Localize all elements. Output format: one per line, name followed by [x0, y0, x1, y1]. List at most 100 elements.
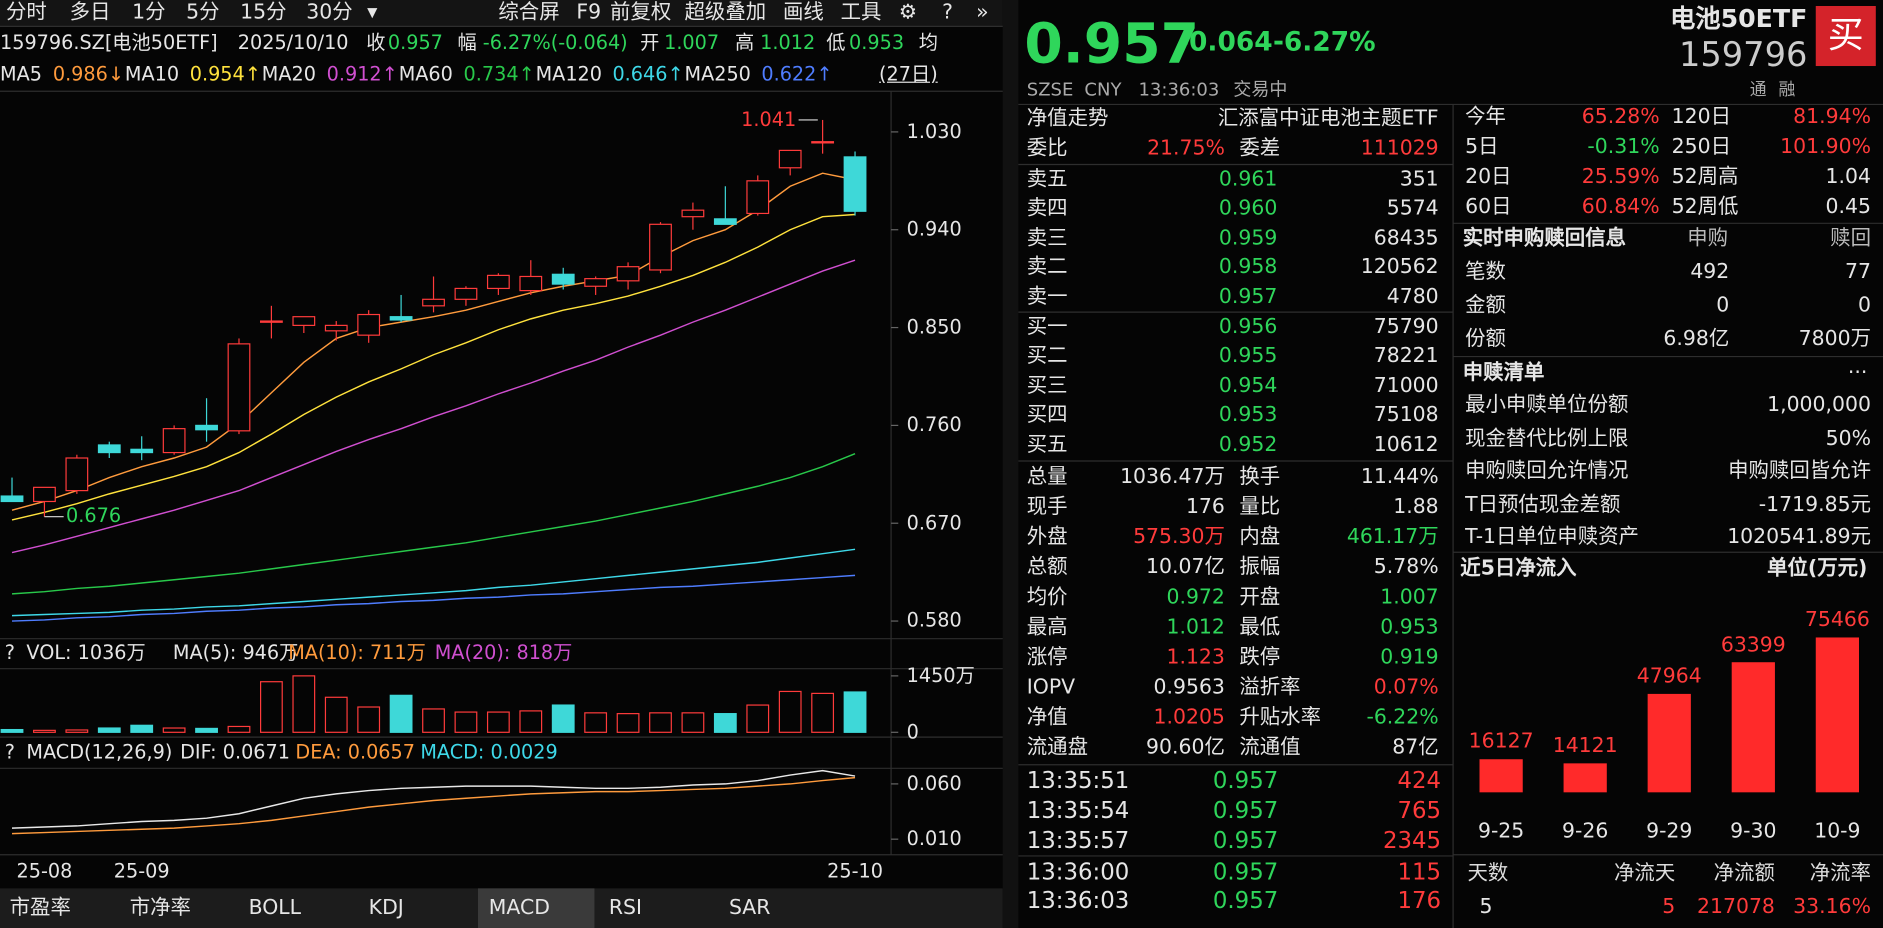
label: 0: [1857, 293, 1872, 318]
label: 净流天: [1614, 861, 1676, 886]
ma-line: [11, 213, 856, 521]
book-price: 0.953: [1218, 402, 1278, 428]
label: 申购赎回允许情况: [1465, 459, 1629, 484]
label: 申赎清单: [1462, 360, 1545, 385]
label: 60.84%: [1581, 195, 1660, 220]
bar: [1479, 759, 1523, 793]
label: 1.007: [1380, 585, 1439, 610]
ma-line: [11, 452, 856, 595]
label: 13:35:57: [1026, 827, 1130, 855]
volume-bar: [389, 694, 413, 733]
volume-bar: [778, 690, 802, 733]
label: 1.88: [1393, 495, 1439, 520]
label: 10.07亿: [1146, 555, 1225, 580]
icon-button[interactable]: ?: [942, 0, 953, 25]
book-volume: 120562: [1360, 255, 1439, 280]
icon-button[interactable]: »: [976, 0, 989, 25]
icon-button[interactable]: ⚙: [898, 0, 918, 25]
label: 7800万: [1798, 327, 1872, 352]
label: 575.30万: [1133, 525, 1225, 550]
label: 0.07%: [1373, 675, 1439, 700]
candle-body: [0, 495, 24, 503]
candle-body: [259, 320, 283, 323]
candle-body: [551, 273, 575, 285]
candle-body: [811, 141, 835, 144]
x-tick-label: 10-9: [1814, 819, 1861, 844]
tool-button[interactable]: 综合屏: [498, 0, 560, 25]
tool-button[interactable]: 画线: [782, 0, 824, 25]
label: 21.75%: [1147, 136, 1225, 161]
period-tab[interactable]: 30分: [306, 0, 353, 25]
indicator-tab[interactable]: RSI: [608, 896, 643, 921]
label: 卖一: [1026, 284, 1068, 309]
label: 159796.SZ[电池50ETF]: [0, 31, 218, 55]
label: 实时申购赎回信息: [1462, 226, 1627, 251]
period-tab[interactable]: 15分: [240, 0, 287, 25]
legend: DIF: 0.0671: [180, 740, 290, 764]
label: -6.27%(-0.064): [482, 31, 628, 55]
ma-line: [11, 548, 856, 617]
label: 492: [1690, 259, 1730, 284]
label: 份额: [1465, 327, 1506, 352]
label: 外盘: [1026, 525, 1068, 550]
legend-value: 0.622↑: [761, 62, 833, 86]
volume-bar: [65, 729, 89, 733]
book-volume: 75108: [1373, 402, 1439, 428]
label: 1036.47万: [1120, 465, 1225, 490]
label: 金额: [1465, 293, 1506, 318]
label: T日预估现金差额: [1465, 492, 1621, 517]
y-tick-label: 0.060: [906, 771, 962, 795]
label: 0.957: [1212, 887, 1279, 915]
indicator-tab[interactable]: 市盈率: [9, 896, 71, 921]
tool-button[interactable]: 超级叠加: [684, 0, 767, 25]
legend-value: 0.912↑: [326, 62, 398, 86]
period-tab[interactable]: 多日: [69, 0, 111, 25]
tag: 融: [1778, 80, 1796, 100]
book-volume: 68435: [1373, 226, 1439, 251]
period-tab[interactable]: 5分: [186, 0, 220, 25]
label: 量比: [1239, 495, 1281, 520]
label: SZSE: [1026, 78, 1074, 101]
indicator-tab[interactable]: BOLL: [248, 896, 302, 921]
x-tick-label: 9-26: [1562, 819, 1609, 844]
fund-code: 159796: [1678, 34, 1808, 75]
label: 0.957: [387, 31, 443, 55]
label: 净流率: [1809, 861, 1872, 886]
volume-bar: [292, 675, 316, 733]
indicator-tab[interactable]: KDJ: [368, 896, 404, 921]
volume-bar: [681, 712, 705, 733]
tool-button[interactable]: F9: [576, 0, 602, 25]
label: 最高: [1026, 615, 1068, 640]
book-volume: 71000: [1373, 373, 1439, 398]
tool-button[interactable]: 工具: [840, 0, 882, 25]
label: 176: [1185, 495, 1225, 520]
legend-name: MA250: [684, 62, 751, 86]
label: 申购赎回皆允许: [1728, 459, 1872, 484]
label: 0: [1716, 293, 1730, 318]
indicator-tab[interactable]: SAR: [728, 896, 771, 921]
tool-button[interactable]: 前复权: [610, 0, 672, 25]
label: 流通盘: [1026, 735, 1089, 760]
candle-body: [97, 444, 121, 454]
icon-button[interactable]: ▾: [367, 0, 378, 25]
buy-button[interactable]: 买: [1827, 14, 1864, 57]
help-icon: ?: [4, 740, 16, 764]
label: 现手: [1026, 495, 1068, 520]
volume-bar: [195, 727, 218, 733]
range-button[interactable]: (27日): [879, 62, 938, 86]
label: 77: [1845, 259, 1872, 284]
change: -0.064: [1178, 27, 1273, 58]
label: 765: [1397, 797, 1442, 825]
label: 0.919: [1380, 645, 1439, 670]
candle-body: [422, 298, 445, 307]
indicator-tab[interactable]: 市净率: [129, 896, 191, 921]
y-tick-label: 0.940: [906, 217, 962, 241]
indicator-tab[interactable]: MACD: [488, 896, 550, 921]
label: 13:36:03: [1138, 78, 1220, 101]
legend-value: 0.646↑: [612, 62, 684, 86]
buy-box[interactable]: [1815, 6, 1876, 67]
label: 笔数: [1465, 259, 1506, 284]
period-tab[interactable]: 1分: [132, 0, 166, 25]
label: 1020541.89元: [1727, 525, 1872, 550]
period-tab[interactable]: 分时: [6, 0, 47, 25]
